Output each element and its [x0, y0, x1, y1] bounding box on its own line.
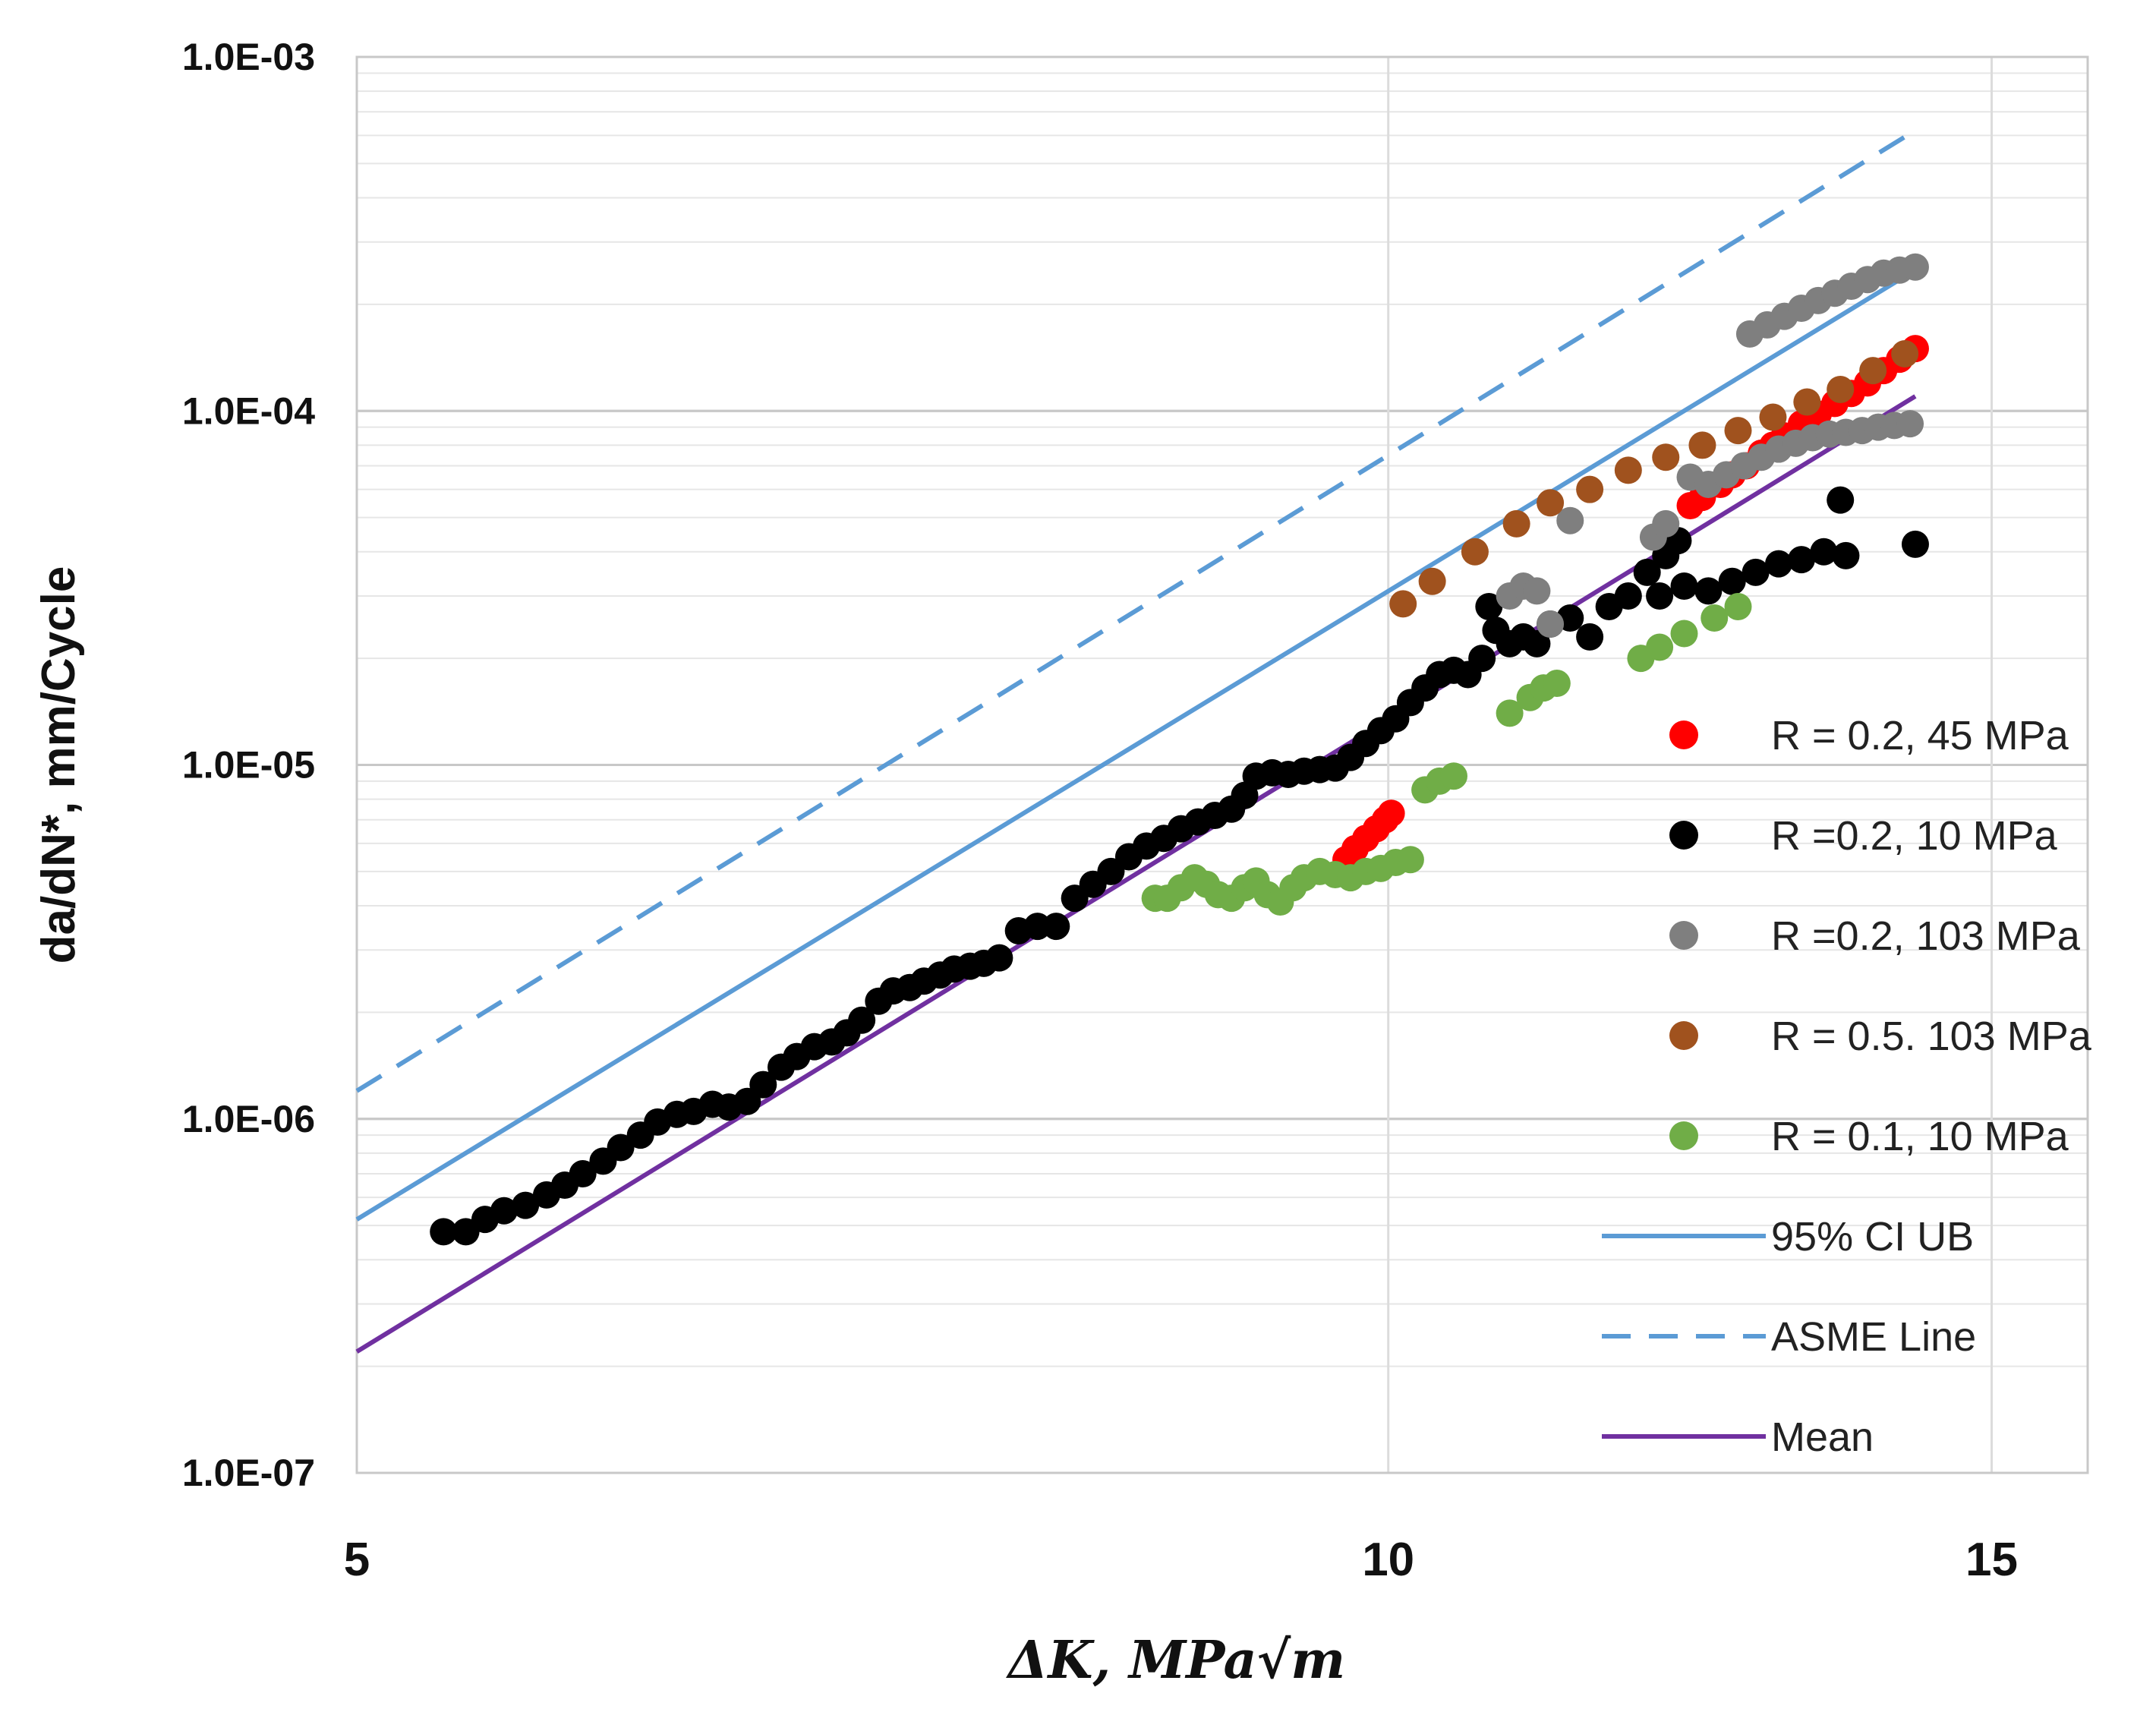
point-r-0-2-10-mpa [1827, 486, 1855, 514]
point-r-0-2-10-mpa [1832, 541, 1860, 569]
legend: R = 0.2, 45 MPa R =0.2, 10 MPa R =0.2, 103… [1602, 713, 2092, 1460]
legend-marker-r-0-2-45-mpa [1669, 720, 1698, 749]
point-r-0-5-103-mpa [1418, 567, 1446, 595]
point-r-0-2-103-mpa [1537, 610, 1565, 638]
point-r-0-1-10-mpa [1439, 762, 1467, 790]
point-r-0-5-103-mpa [1759, 403, 1787, 431]
point-r-0-5-103-mpa [1793, 388, 1821, 416]
legend-label-r-0-2-103-mpa: R =0.2, 103 MPa [1771, 913, 2081, 959]
point-r-0-2-10-mpa [1042, 913, 1070, 941]
y-tick-label: 1.0E-03 [182, 36, 315, 78]
point-r-0-1-10-mpa [1724, 593, 1752, 621]
point-r-0-1-10-mpa [1701, 604, 1729, 632]
point-r-0-5-103-mpa [1652, 443, 1680, 471]
point-r-0-2-10-mpa [1694, 577, 1723, 605]
point-r-0-2-10-mpa [1764, 550, 1792, 578]
line-95-ci-ub [355, 268, 1917, 1222]
y-axis-ticks: 1.0E-07 1.0E-06 1.0E-05 1.0E-04 1.0E-03 [182, 36, 315, 1494]
point-r-0-2-10-mpa [1787, 546, 1815, 574]
legend-marker-r-0-1-10-mpa [1669, 1121, 1698, 1150]
point-r-0-5-103-mpa [1502, 509, 1530, 538]
y-axis-label: da/dN*, mm/Cycle [33, 566, 85, 964]
point-r-0-2-10-mpa [1633, 558, 1661, 586]
point-r-0-2-103-mpa [1896, 410, 1924, 438]
point-r-0-2-10-mpa [569, 1159, 597, 1187]
point-r-0-2-10-mpa [985, 944, 1013, 972]
legend-marker-r-0-2-10-mpa [1669, 821, 1698, 850]
point-r-0-1-10-mpa [1543, 670, 1571, 698]
legend-label-r-0-1-10-mpa: R = 0.1, 10 MPa [1771, 1114, 2069, 1159]
point-r-0-5-103-mpa [1724, 417, 1752, 445]
point-r-0-5-103-mpa [1614, 456, 1642, 484]
x-tick-label: 5 [344, 1534, 370, 1586]
point-r-0-2-10-mpa [749, 1070, 777, 1099]
point-r-0-2-10-mpa [1718, 567, 1746, 595]
y-tick-label: 1.0E-06 [182, 1098, 315, 1140]
point-r-0-2-10-mpa [607, 1134, 635, 1162]
point-r-0-2-10-mpa [1810, 538, 1838, 566]
point-r-0-5-103-mpa [1461, 538, 1489, 566]
point-r-0-2-10-mpa [1742, 558, 1770, 586]
point-r-0-1-10-mpa [1496, 699, 1524, 727]
point-r-0-1-10-mpa [1396, 846, 1424, 874]
point-r-0-2-103-mpa [1901, 253, 1929, 281]
point-r-0-2-10-mpa [1523, 629, 1551, 657]
point-r-0-2-10-mpa [512, 1191, 540, 1219]
grid-lines [355, 55, 2088, 1474]
point-r-0-2-10-mpa [1646, 582, 1674, 610]
point-r-0-5-103-mpa [1859, 357, 1887, 385]
point-r-0-5-103-mpa [1576, 475, 1604, 503]
y-tick-label: 1.0E-04 [182, 389, 315, 432]
x-tick-label: 10 [1362, 1534, 1414, 1586]
x-tick-label: 15 [1965, 1534, 2018, 1586]
point-r-0-5-103-mpa [1389, 590, 1417, 618]
point-r-0-5-103-mpa [1688, 431, 1716, 459]
point-r-0-2-10-mpa [1468, 645, 1496, 673]
legend-label-r-0-5-103-mpa: R = 0.5. 103 MPa [1771, 1014, 2092, 1059]
legend-label-asme-line: ASME Line [1771, 1314, 1976, 1360]
point-r-0-2-10-mpa [490, 1197, 518, 1225]
legend-marker-r-0-2-103-mpa [1669, 921, 1698, 950]
plot-area-frame [355, 55, 2089, 1474]
legend-marker-r-0-5-103-mpa [1669, 1021, 1698, 1050]
point-r-0-2-10-mpa [1670, 572, 1698, 600]
point-r-0-5-103-mpa [1891, 340, 1919, 368]
point-r-0-2-103-mpa [1652, 509, 1680, 538]
point-r-0-2-10-mpa [1475, 593, 1503, 621]
legend-label-r-0-2-45-mpa: R = 0.2, 45 MPa [1771, 713, 2069, 758]
line-asme-line [355, 128, 1917, 1093]
point-r-0-2-10-mpa [1023, 913, 1051, 941]
legend-label-r-0-2-10-mpa: R =0.2, 10 MPa [1771, 813, 2058, 859]
point-r-0-2-10-mpa [1901, 530, 1929, 558]
point-r-0-2-45-mpa [1377, 799, 1405, 828]
point-r-0-5-103-mpa [1537, 489, 1565, 517]
point-r-0-1-10-mpa [1646, 633, 1674, 661]
point-r-0-2-103-mpa [1523, 577, 1551, 605]
point-r-0-2-10-mpa [1576, 623, 1604, 651]
point-r-0-2-10-mpa [1614, 582, 1642, 610]
point-r-0-2-103-mpa [1556, 506, 1584, 534]
x-axis-label: ΔK, MPa√m [1006, 1630, 1346, 1691]
data-points [430, 253, 1929, 1246]
point-r-0-2-10-mpa [430, 1218, 458, 1246]
legend-label-mean: Mean [1771, 1414, 1874, 1460]
point-r-0-5-103-mpa [1827, 375, 1855, 403]
y-tick-label: 1.0E-05 [182, 744, 315, 787]
x-axis-ticks: 5 10 15 [344, 1534, 2018, 1586]
legend-label-95-ci-ub: 95% CI UB [1771, 1214, 1974, 1260]
point-r-0-2-10-mpa [848, 1006, 876, 1034]
y-tick-label: 1.0E-07 [182, 1452, 315, 1494]
point-r-0-1-10-mpa [1670, 620, 1698, 648]
